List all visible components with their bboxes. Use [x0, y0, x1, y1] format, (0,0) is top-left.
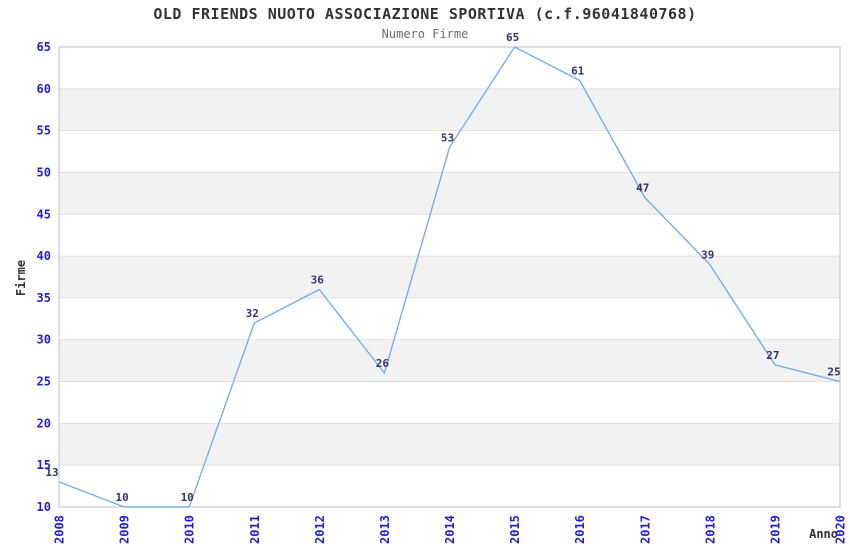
y-tick-label: 30	[37, 333, 51, 347]
data-point-label: 26	[376, 357, 390, 370]
data-point-label: 61	[571, 65, 585, 78]
y-tick-label: 50	[37, 165, 51, 179]
y-tick-label: 60	[37, 82, 51, 96]
data-line	[58, 46, 841, 508]
data-point-label: 25	[827, 366, 840, 379]
y-tick-label: 20	[37, 416, 51, 430]
data-point-label: 27	[766, 349, 779, 362]
chart-title: OLD FRIENDS NUOTO ASSOCIAZIONE SPORTIVA …	[153, 5, 697, 23]
x-tick-label: 2018	[703, 515, 717, 544]
x-tick-label: 2014	[443, 515, 457, 544]
y-tick-label: 25	[37, 375, 51, 389]
x-tick-label: 2013	[378, 515, 392, 544]
plot-band	[59, 339, 840, 382]
data-point-label: 47	[636, 182, 649, 195]
y-tick-label: 15	[37, 458, 51, 472]
y-tick-label: 65	[37, 40, 51, 54]
x-tick-label: 2008	[53, 515, 67, 544]
y-tick-label: 35	[37, 291, 51, 305]
x-tick-label: 2020	[834, 515, 848, 544]
y-tick-label: 10	[37, 500, 51, 514]
plot-band	[59, 172, 840, 215]
data-point-label: 13	[45, 466, 58, 479]
chart-subtitle: Numero Firme	[381, 27, 469, 41]
y-tick-label: 40	[37, 249, 51, 263]
x-tick-label: 2016	[573, 515, 587, 544]
x-tick-label: 2011	[248, 515, 262, 544]
data-point-label: 32	[246, 307, 259, 320]
x-tick-label: 2017	[638, 515, 652, 544]
plot-band	[59, 256, 840, 298]
data-point-label: 10	[115, 491, 128, 504]
x-axis-title: Anno	[809, 527, 838, 541]
plot-border	[58, 46, 841, 508]
data-point-label: 65	[506, 31, 519, 44]
data-point-label: 10	[181, 491, 194, 504]
x-tick-label: 2015	[508, 515, 522, 544]
data-point-label: 53	[441, 131, 454, 144]
y-tick-label: 55	[37, 124, 51, 138]
y-tick-label: 45	[37, 207, 51, 221]
data-point-label: 39	[701, 249, 714, 262]
x-tick-label: 2010	[183, 515, 197, 544]
x-tick-label: 2009	[118, 515, 132, 544]
plot-band	[59, 88, 840, 131]
plot-band	[59, 423, 840, 466]
data-point-label: 36	[311, 274, 325, 287]
x-tick-label: 2012	[313, 515, 327, 544]
x-tick-label: 2019	[768, 515, 782, 544]
